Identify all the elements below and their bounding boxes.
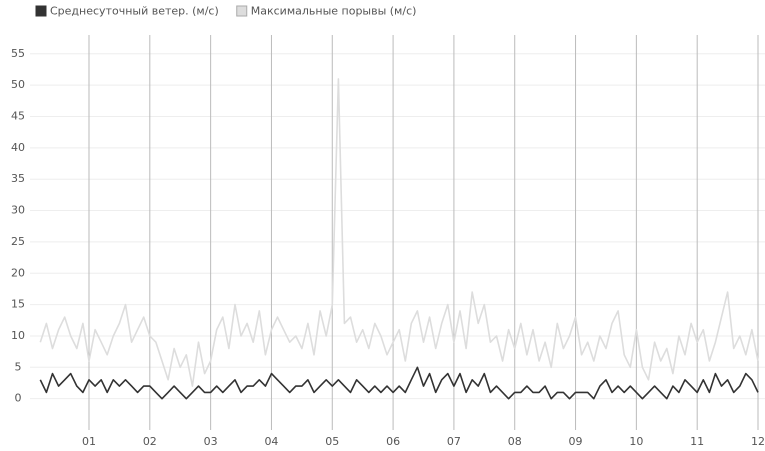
x-tick-label: 07 [447, 435, 461, 448]
legend-swatch[interactable] [236, 5, 248, 17]
y-tick-label: 25 [11, 235, 25, 248]
legend-label[interactable]: Среднесуточный ветер. (м/с) [50, 5, 219, 18]
y-tick-label: 5 [15, 360, 22, 373]
x-tick-label: 12 [751, 435, 765, 448]
x-tick-label: 04 [264, 435, 278, 448]
y-tick-label: 20 [11, 266, 25, 279]
y-tick-label: 50 [11, 78, 25, 91]
y-tick-label: 30 [11, 204, 25, 217]
legend-swatch[interactable] [35, 5, 47, 17]
x-tick-label: 03 [204, 435, 218, 448]
series-line [39, 366, 759, 400]
y-tick-label: 0 [15, 392, 22, 405]
x-tick-label: 01 [82, 435, 96, 448]
y-tick-label: 15 [11, 298, 25, 311]
y-tick-label: 40 [11, 141, 25, 154]
x-tick-label: 09 [569, 435, 583, 448]
y-tick-label: 45 [11, 110, 25, 123]
x-tick-label: 08 [508, 435, 522, 448]
y-tick-label: 55 [11, 47, 25, 60]
y-tick-label: 35 [11, 172, 25, 185]
x-tick-label: 10 [629, 435, 643, 448]
x-tick-label: 02 [143, 435, 157, 448]
legend-label[interactable]: Максимальные порывы (м/с) [251, 5, 417, 18]
x-tick-label: 11 [690, 435, 704, 448]
y-tick-label: 10 [11, 329, 25, 342]
series-line [39, 78, 759, 387]
x-tick-label: 06 [386, 435, 400, 448]
x-tick-label: 05 [325, 435, 339, 448]
